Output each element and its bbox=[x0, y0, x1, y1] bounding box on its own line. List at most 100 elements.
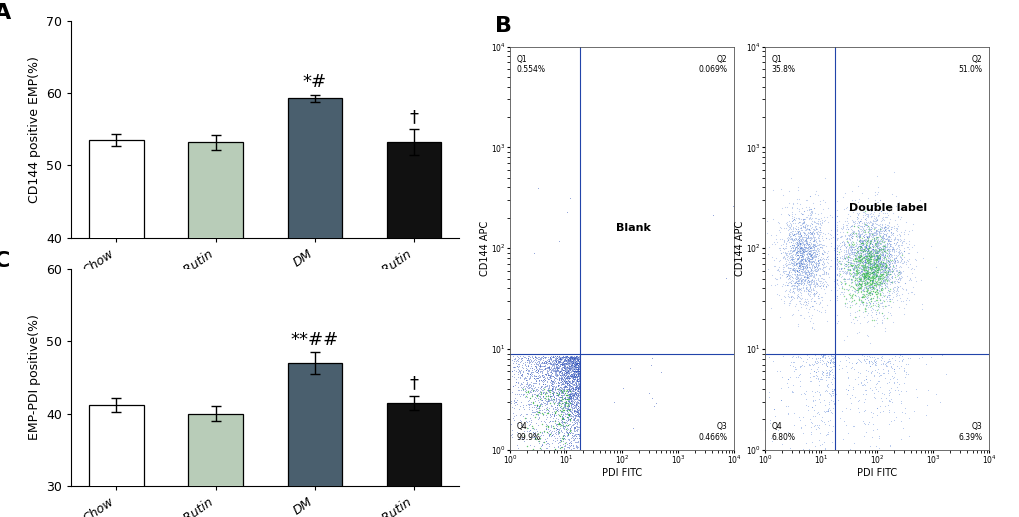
Point bbox=[826, 221, 843, 230]
Point bbox=[788, 239, 804, 248]
Point bbox=[571, 397, 587, 405]
Point bbox=[812, 256, 828, 264]
Point bbox=[548, 391, 565, 400]
Point bbox=[852, 275, 868, 283]
Point bbox=[531, 368, 547, 376]
Point bbox=[541, 432, 557, 440]
Point bbox=[570, 359, 586, 367]
Point bbox=[893, 247, 909, 255]
Point bbox=[781, 267, 797, 275]
Point bbox=[570, 367, 586, 375]
Point bbox=[783, 287, 799, 296]
Point bbox=[819, 373, 836, 381]
Point bbox=[861, 260, 877, 268]
Point bbox=[560, 360, 577, 369]
Point bbox=[569, 418, 585, 426]
Point bbox=[824, 358, 841, 366]
Point bbox=[895, 247, 911, 255]
Point bbox=[864, 256, 880, 265]
Point bbox=[784, 295, 800, 303]
Point bbox=[521, 379, 537, 388]
Point bbox=[882, 251, 899, 260]
Point bbox=[856, 228, 872, 236]
Point bbox=[804, 302, 820, 310]
Point bbox=[527, 372, 543, 380]
Point bbox=[568, 356, 584, 364]
Point bbox=[901, 414, 917, 422]
Point bbox=[550, 355, 567, 363]
Point bbox=[868, 245, 884, 253]
Point bbox=[804, 371, 820, 379]
Point bbox=[552, 369, 569, 377]
Point bbox=[827, 256, 844, 265]
Point bbox=[806, 352, 822, 360]
Point bbox=[845, 422, 861, 431]
Point bbox=[566, 431, 582, 439]
Point bbox=[817, 270, 834, 278]
Point bbox=[565, 352, 581, 360]
Point bbox=[900, 230, 916, 238]
Point bbox=[567, 353, 583, 361]
Point bbox=[814, 352, 830, 360]
Point bbox=[849, 258, 865, 266]
Point bbox=[527, 403, 543, 411]
Point bbox=[881, 242, 898, 251]
Point bbox=[839, 247, 855, 255]
Point bbox=[562, 397, 579, 405]
Point bbox=[800, 263, 816, 271]
Point bbox=[848, 244, 864, 252]
Point bbox=[853, 245, 869, 253]
Point bbox=[558, 406, 575, 414]
Point bbox=[523, 391, 539, 400]
Point bbox=[808, 263, 824, 271]
Point bbox=[802, 229, 818, 237]
Point bbox=[514, 371, 530, 379]
Point bbox=[782, 219, 798, 227]
Point bbox=[537, 388, 553, 397]
Point bbox=[875, 245, 892, 253]
Point bbox=[844, 262, 860, 270]
Point bbox=[833, 232, 849, 240]
Point bbox=[537, 406, 553, 414]
Point bbox=[809, 275, 825, 283]
Point bbox=[805, 242, 821, 251]
Point bbox=[852, 257, 868, 266]
Point bbox=[886, 245, 902, 253]
Point bbox=[550, 399, 567, 407]
Point bbox=[861, 250, 877, 258]
Point bbox=[798, 260, 814, 268]
Point bbox=[870, 263, 887, 271]
Point bbox=[848, 280, 864, 288]
Point bbox=[850, 237, 866, 245]
Point bbox=[890, 243, 906, 251]
Point bbox=[858, 221, 874, 230]
Point bbox=[549, 357, 566, 366]
Point bbox=[569, 405, 585, 414]
Point bbox=[540, 375, 556, 383]
Point bbox=[851, 230, 867, 238]
Point bbox=[807, 265, 823, 273]
Point bbox=[791, 220, 807, 229]
Point bbox=[804, 261, 820, 269]
Point bbox=[819, 428, 836, 436]
Point bbox=[550, 425, 567, 433]
Point bbox=[564, 353, 580, 361]
Point bbox=[551, 358, 568, 366]
Point bbox=[568, 359, 584, 367]
Point bbox=[864, 275, 880, 283]
Point bbox=[539, 389, 555, 397]
Point bbox=[567, 367, 583, 375]
Point bbox=[870, 272, 887, 280]
Point bbox=[789, 284, 805, 293]
Point bbox=[866, 238, 882, 247]
Point bbox=[569, 358, 585, 366]
Point bbox=[839, 260, 855, 268]
Point bbox=[848, 285, 864, 294]
Point bbox=[795, 215, 811, 223]
Point bbox=[536, 417, 552, 425]
Point bbox=[826, 356, 843, 364]
Point bbox=[838, 235, 854, 244]
Point bbox=[556, 363, 573, 371]
Point bbox=[539, 434, 555, 443]
Point bbox=[570, 362, 586, 371]
